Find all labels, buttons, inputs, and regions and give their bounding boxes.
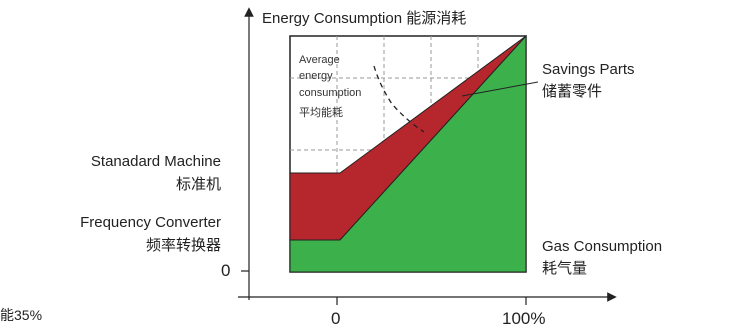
y-tick-label-zero: 0 — [221, 261, 231, 280]
average-label-line2: energy — [299, 70, 333, 82]
savings-leader-line — [461, 81, 539, 97]
standard-machine-label-cn: 标准机 — [175, 176, 221, 193]
gas-consumption-label: Gas Consumption — [542, 238, 663, 255]
diagram-title: Energy Consumption 能源消耗 — [262, 10, 467, 27]
average-indicator-line — [373, 65, 425, 133]
standard-machine-label: Stanadard Machine — [90, 153, 221, 170]
gas-consumption-label-cn: 耗气量 — [542, 260, 588, 277]
corner-text-fragment: 能35% — [0, 307, 43, 323]
savings-parts-label-cn: 储蓄零件 — [542, 83, 603, 100]
x-tick-label-zero: 0 — [331, 309, 341, 328]
gas-consumption-area — [289, 34, 527, 273]
average-label-line3: consumption — [299, 87, 362, 99]
average-label-line1: Average — [299, 54, 340, 66]
frequency-converter-label-cn: 频率转换器 — [145, 237, 221, 254]
savings-parts-label: Savings Parts — [542, 61, 635, 78]
x-tick-label-hundred: 100% — [502, 309, 546, 328]
average-label-cn: 平均能耗 — [299, 107, 343, 119]
frequency-converter-label: Frequency Converter — [80, 214, 221, 231]
